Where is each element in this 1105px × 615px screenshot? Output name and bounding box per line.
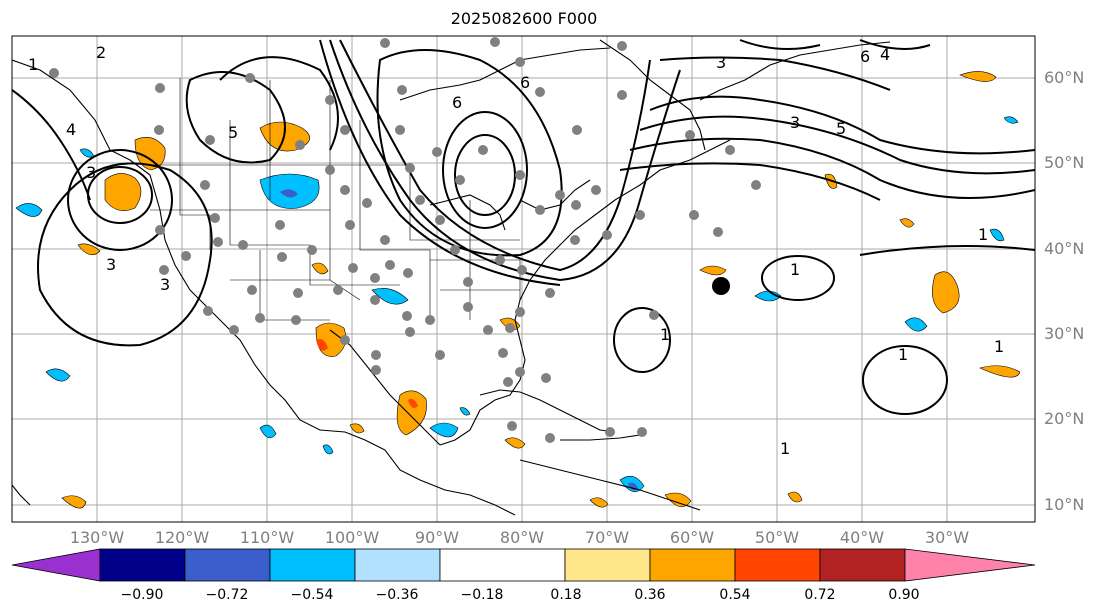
contour-label: 2 <box>96 43 106 62</box>
contour-label: 1 <box>978 225 988 244</box>
lat-label: 60°N <box>1044 68 1085 87</box>
contour-lines <box>12 39 1035 415</box>
colorbar <box>11 548 1036 582</box>
colorbar-tick-label: 0.54 <box>719 587 751 603</box>
colorbar-bin <box>649 548 736 582</box>
state-borders <box>150 78 521 321</box>
lon-label: 100°W <box>324 528 380 547</box>
colorbar-bin <box>734 548 821 582</box>
colorbar-tick-label: 0.90 <box>888 587 920 603</box>
contour-label: 3 <box>716 53 726 72</box>
station-markers <box>49 37 761 443</box>
contour-label: 1 <box>898 345 908 364</box>
contour-label: 4 <box>880 45 890 64</box>
lat-label: 30°N <box>1044 324 1085 343</box>
colorbar-high-extend <box>904 548 1036 582</box>
colorbar-tick-label: 0.18 <box>550 587 582 603</box>
colorbar-bin <box>564 548 651 582</box>
colorbar-tick-label: 0.36 <box>634 587 666 603</box>
contour-label: 4 <box>66 120 76 139</box>
contour-label: 3 <box>160 275 170 294</box>
contour-label: 1 <box>780 439 790 458</box>
lon-label: 70°W <box>584 528 630 547</box>
colorbar-bin <box>99 548 186 582</box>
map-title: 2025082600 F000 <box>450 9 598 28</box>
contour-label: 6 <box>520 73 530 92</box>
contour-label: 5 <box>836 119 846 138</box>
colorbar-bin <box>439 548 566 582</box>
contour-label: 1 <box>790 260 800 279</box>
contour-label: 3 <box>86 163 96 182</box>
colorbar-tick-label: −0.72 <box>205 587 249 603</box>
coastlines <box>12 39 891 516</box>
lon-label: 40°W <box>839 528 885 547</box>
colorbar-bin <box>184 548 271 582</box>
colorbar-tick-label: −0.18 <box>460 587 504 603</box>
contour-label: 6 <box>452 93 462 112</box>
contour-label: 5 <box>228 123 238 142</box>
contour-label: 1 <box>28 55 38 74</box>
positive-anomaly-fills <box>61 71 1021 509</box>
lat-label: 10°N <box>1044 495 1085 514</box>
colorbar-low-extend <box>11 548 101 582</box>
lon-label: 90°W <box>414 528 460 547</box>
colorbar-tick-label: 0.72 <box>804 587 836 603</box>
lat-label: 50°N <box>1044 153 1085 172</box>
contour-label: 3 <box>106 255 116 274</box>
hurricane-center-marker <box>712 277 730 295</box>
strong-positive-fills <box>316 339 418 408</box>
contour-labels: 1 2 3 4 5 6 6 3 5 1 1 1 1 3 3 6 4 1 1 3 <box>28 43 1004 458</box>
colorbar-bin <box>269 548 356 582</box>
lon-label: 80°W <box>499 528 545 547</box>
lat-label: 20°N <box>1044 409 1085 428</box>
lon-label: 60°W <box>669 528 715 547</box>
map-frame <box>11 35 1036 523</box>
contour-label: 3 <box>790 113 800 132</box>
colorbar-tick-label: −0.90 <box>120 587 164 603</box>
lon-label: 130°W <box>69 528 125 547</box>
colorbar-bin <box>354 548 441 582</box>
contour-label: 6 <box>860 47 870 66</box>
colorbar-tick-label: −0.36 <box>375 587 419 603</box>
lon-label: 110°W <box>239 528 295 547</box>
lat-label: 40°N <box>1044 239 1085 258</box>
contour-label: 1 <box>994 337 1004 356</box>
colorbar-tick-label: −0.54 <box>290 587 334 603</box>
colorbar-bin <box>819 548 906 582</box>
lon-label: 120°W <box>154 528 210 547</box>
lon-label: 50°W <box>754 528 800 547</box>
contour-label: 1 <box>660 325 670 344</box>
lon-label: 30°W <box>924 528 970 547</box>
